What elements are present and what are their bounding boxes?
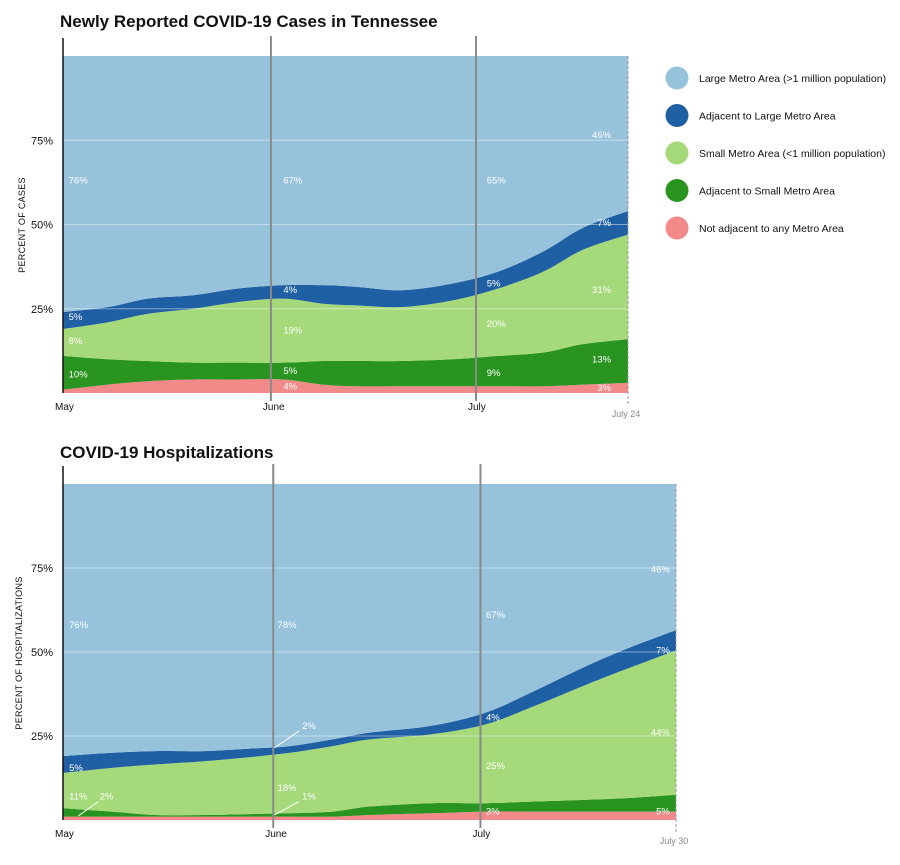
area-large-metro — [63, 56, 628, 313]
y-tick-label: 50% — [31, 647, 53, 659]
data-label: 1% — [302, 791, 316, 802]
data-label: 4% — [283, 381, 297, 392]
data-label: 10% — [69, 369, 89, 380]
data-label: 4% — [283, 285, 297, 296]
x-tick-label: May — [55, 829, 74, 840]
data-label: 46% — [651, 565, 671, 576]
x-tick-label: July 24 — [612, 409, 641, 419]
data-label: 44% — [651, 728, 671, 739]
data-label: 7% — [597, 218, 611, 229]
area-adjacent-large — [63, 211, 628, 329]
area-small-metro — [63, 650, 676, 816]
data-label: 76% — [69, 620, 89, 631]
data-label: 4% — [486, 713, 500, 724]
legend-swatch-small-metro — [665, 141, 689, 165]
y-tick-label: 25% — [31, 731, 53, 743]
x-tick-label: July — [472, 829, 490, 840]
data-label: 11% — [69, 791, 88, 802]
data-label: 46% — [592, 130, 612, 141]
area-layers — [63, 56, 628, 393]
data-label: 67% — [486, 610, 506, 621]
hospitalizations-y-axis-label: PERCENT OF HOSPITALIZATIONS — [14, 576, 24, 729]
x-tick-label: June — [263, 402, 285, 413]
legend-swatch-adjacent-small — [665, 179, 689, 202]
data-label: 5% — [69, 763, 83, 774]
data-label: 5% — [656, 807, 670, 818]
data-label: 67% — [283, 176, 303, 187]
callout-line — [78, 801, 99, 817]
data-label: 2% — [100, 791, 114, 802]
cases-chart: Newly Reported COVID-19 Cases in Tenness… — [17, 12, 640, 419]
x-tick-label: May — [55, 402, 74, 413]
data-label: 9% — [487, 368, 501, 379]
callout-line — [274, 801, 300, 816]
area-adjacent-large — [63, 630, 676, 773]
y-tick-label: 25% — [31, 304, 53, 316]
data-label: 76% — [69, 176, 89, 187]
data-label: 13% — [592, 354, 612, 365]
data-label: 3% — [597, 383, 611, 394]
legend-label: Adjacent to Small Metro Area — [699, 186, 835, 198]
legend: Large Metro Area (>1 million population)… — [665, 66, 886, 240]
area-adjacent-small — [63, 339, 628, 390]
data-label: 5% — [69, 312, 83, 323]
data-label: 19% — [283, 326, 303, 337]
legend-label: Not adjacent to any Metro Area — [699, 223, 844, 235]
x-tick-label: June — [265, 829, 287, 840]
area-not-adjacent — [63, 379, 628, 393]
hospitalizations-chart-title: COVID-19 Hospitalizations — [60, 443, 273, 462]
area-large-metro — [63, 484, 676, 757]
x-tick-label: July 30 — [660, 836, 689, 846]
callout-line — [274, 730, 300, 749]
area-adjacent-small — [63, 794, 676, 817]
y-tick-label: 50% — [31, 220, 53, 232]
legend-label: Adjacent to Large Metro Area — [699, 111, 836, 123]
data-label: 5% — [283, 366, 297, 377]
legend-swatch-large-metro — [665, 66, 689, 90]
data-label: 20% — [487, 319, 507, 330]
legend-swatch-adjacent-large — [665, 104, 689, 127]
y-tick-label: 75% — [31, 563, 53, 575]
x-tick-label: July — [468, 402, 486, 413]
data-label: 65% — [487, 176, 507, 187]
data-label: 7% — [656, 645, 670, 656]
data-label: 18% — [278, 783, 298, 794]
legend-label: Small Metro Area (<1 million population) — [699, 148, 885, 160]
cases-chart-title: Newly Reported COVID-19 Cases in Tenness… — [60, 12, 438, 31]
area-not-adjacent — [63, 811, 676, 820]
data-label: 78% — [278, 620, 298, 631]
data-label: 8% — [69, 336, 83, 347]
area-small-metro — [63, 234, 628, 363]
cases-y-axis-label: PERCENT OF CASES — [17, 177, 27, 273]
hospitalizations-chart: COVID-19 Hospitalizations PERCENT OF HOS… — [14, 443, 688, 846]
area-layers — [63, 484, 676, 820]
y-tick-label: 75% — [31, 135, 53, 147]
legend-swatch-not-adjacent — [665, 216, 689, 240]
data-label: 5% — [487, 278, 501, 289]
data-label: 2% — [302, 721, 316, 732]
data-label: 31% — [592, 285, 612, 296]
data-label: 3% — [486, 807, 500, 818]
data-label: 25% — [486, 761, 506, 772]
legend-label: Large Metro Area (>1 million population) — [699, 73, 886, 85]
